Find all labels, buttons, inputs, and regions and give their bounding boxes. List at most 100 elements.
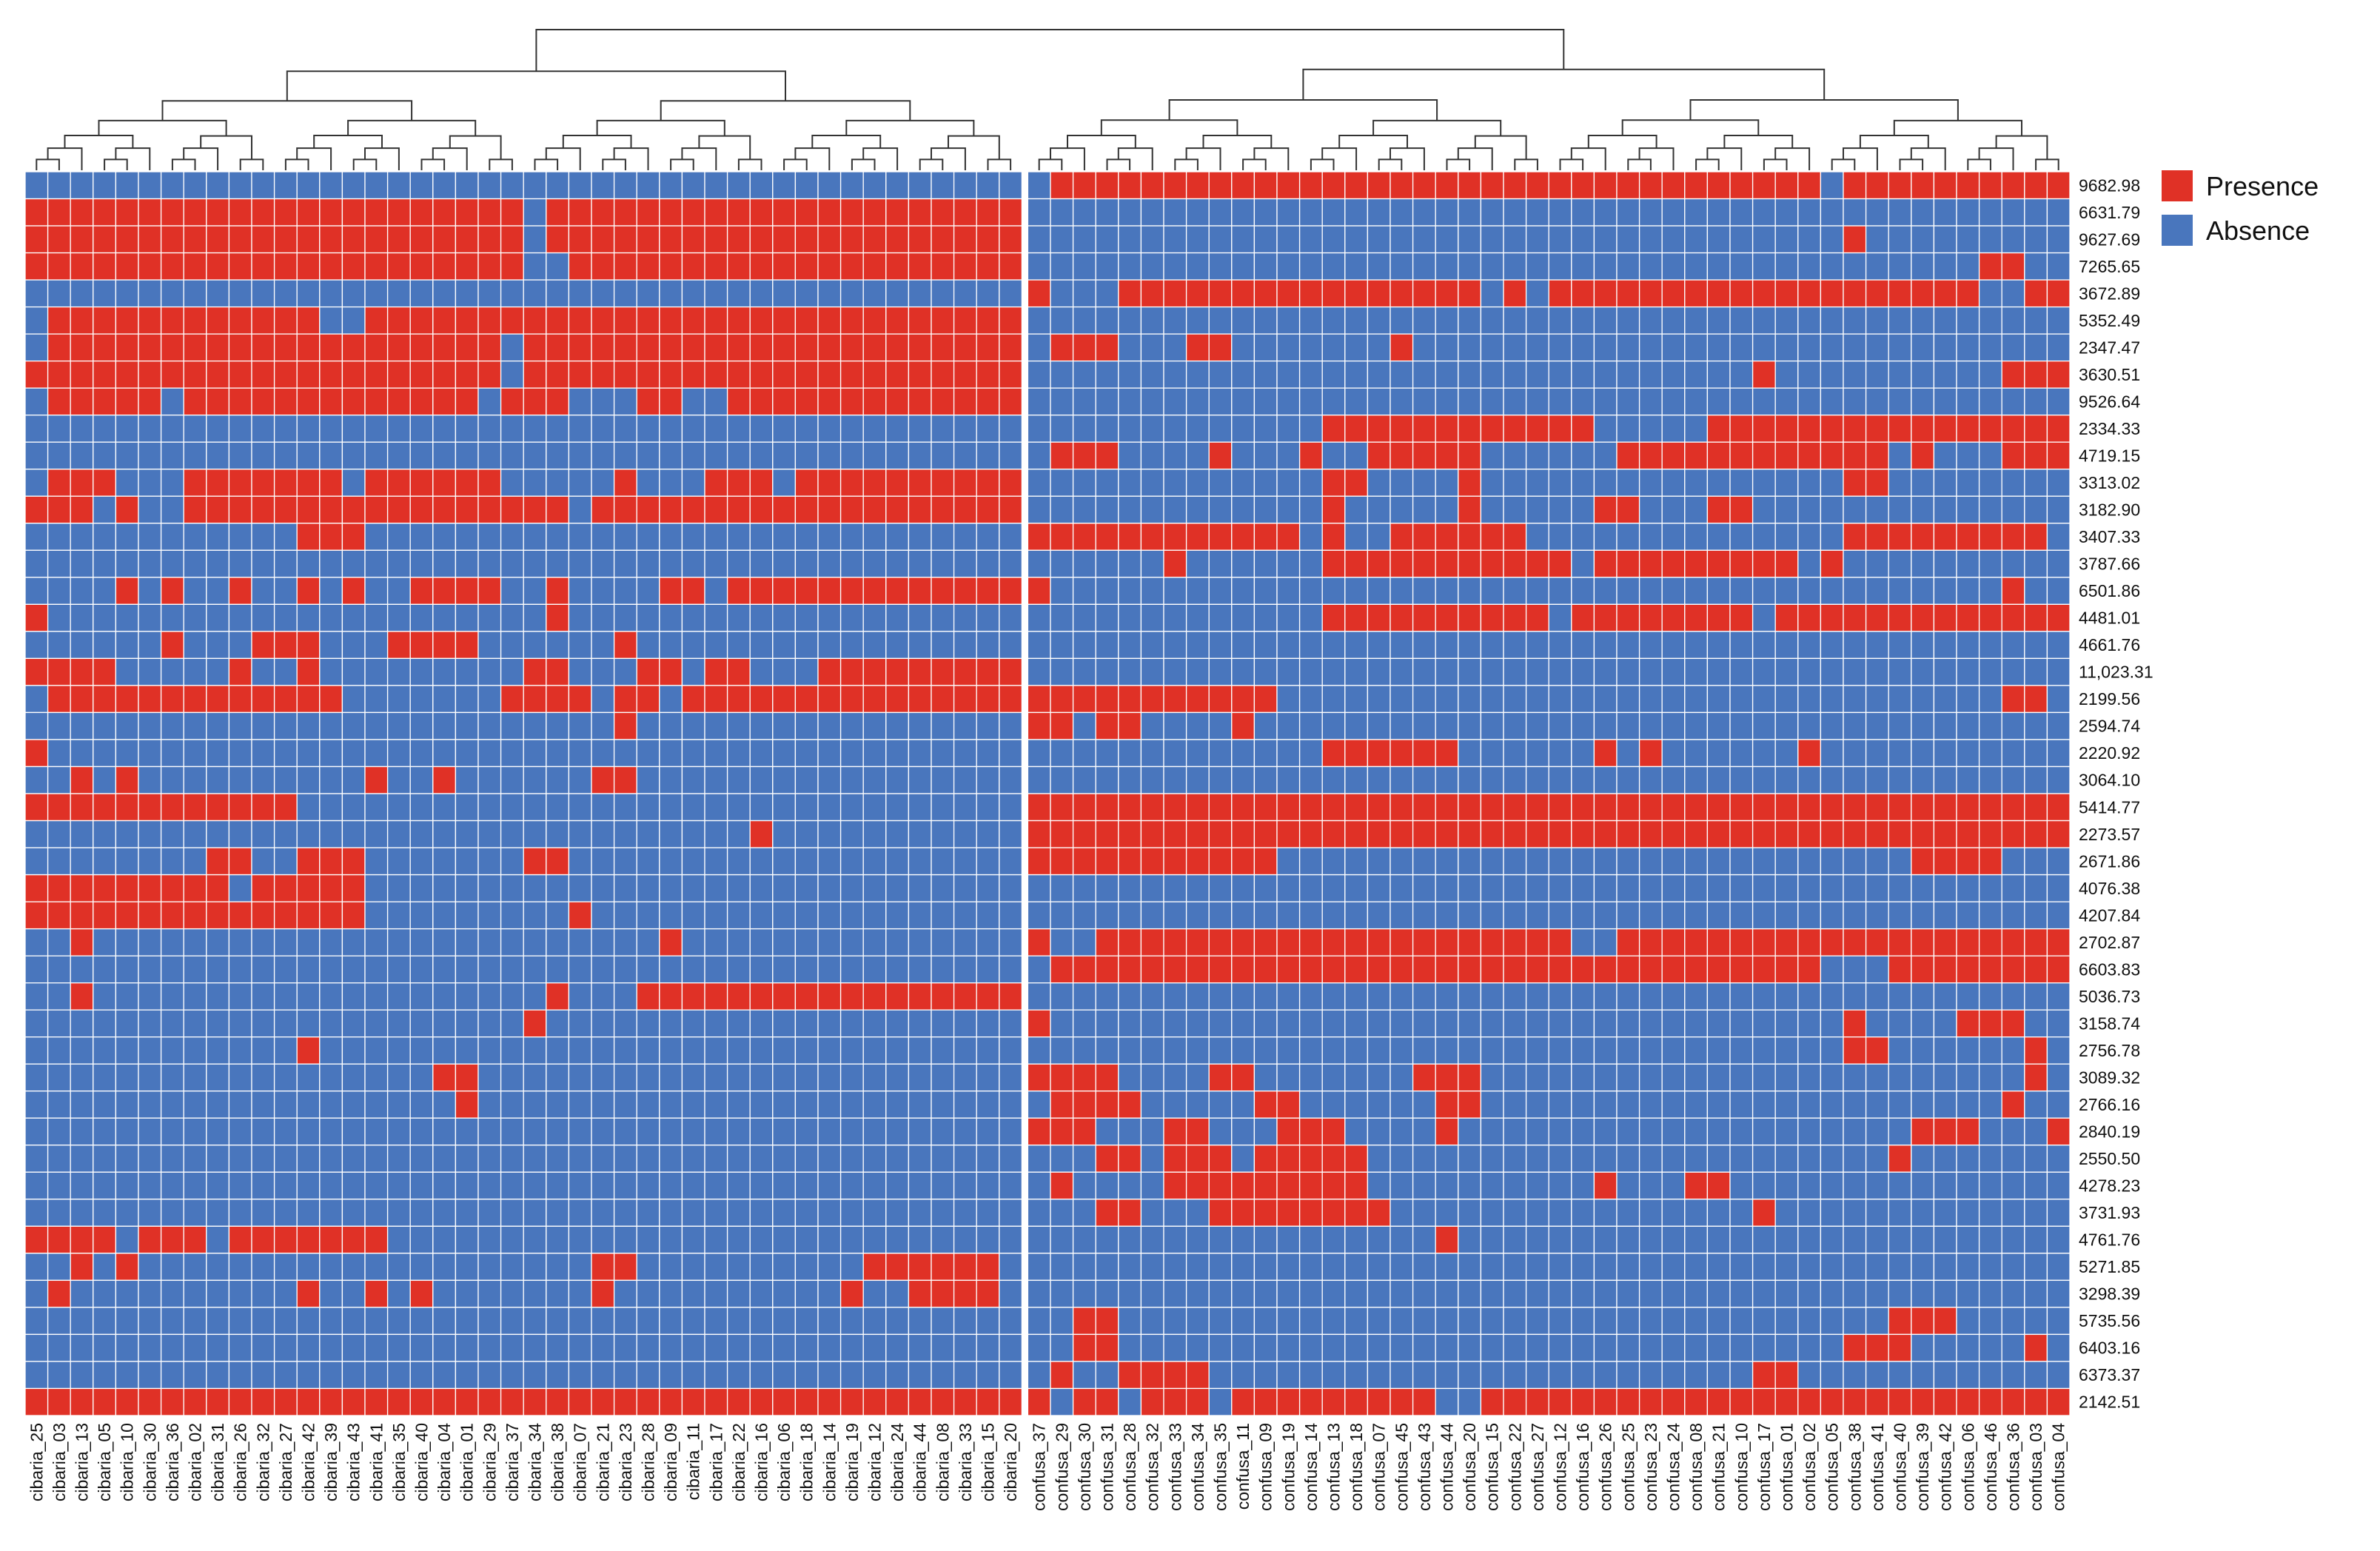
heatmap-cell: [1253, 1387, 1278, 1416]
heatmap-cell: [1911, 793, 1935, 822]
heatmap-cell: [1571, 847, 1595, 876]
heatmap-cell: [296, 603, 321, 632]
heatmap-cell: [409, 1387, 434, 1416]
heatmap-cell: [228, 847, 252, 876]
heatmap-cell: [1525, 549, 1549, 578]
heatmap-cell: [206, 657, 230, 686]
heatmap-cell: [1503, 1225, 1527, 1254]
heatmap-cell: [999, 982, 1023, 1011]
heatmap-cell: [1185, 1387, 1210, 1416]
heatmap-cell: [794, 279, 819, 308]
heatmap-cell: [1185, 955, 1210, 984]
heatmap-cell: [1774, 252, 1799, 281]
heatmap-cell: [1276, 469, 1301, 497]
heatmap-cell: [183, 955, 207, 984]
heatmap-cell: [1638, 1117, 1663, 1146]
heatmap-cell: [1684, 1333, 1709, 1362]
heatmap-cell: [1276, 766, 1301, 794]
heatmap-cell: [1231, 766, 1256, 794]
heatmap-cell: [885, 1361, 910, 1390]
heatmap-cell: [681, 252, 705, 281]
heatmap-cell: [839, 1361, 864, 1390]
heatmap-cell: [1185, 1036, 1210, 1065]
column-label: confusa_23: [1641, 1423, 1660, 1511]
heatmap-cell: [364, 1225, 389, 1254]
heatmap-cell: [931, 1279, 955, 1308]
heatmap-cell: [1843, 1091, 1867, 1119]
heatmap-cell: [1435, 1036, 1459, 1065]
heatmap-cell: [1412, 847, 1436, 876]
heatmap-cell: [70, 928, 94, 957]
heatmap-cell: [1072, 1091, 1096, 1119]
heatmap-cell: [1412, 739, 1436, 768]
heatmap-cell: [1911, 333, 1935, 362]
heatmap-cell: [839, 631, 864, 660]
heatmap-cell: [1684, 1253, 1709, 1282]
heatmap-cell: [1276, 1361, 1301, 1390]
heatmap-cell: [862, 523, 887, 551]
heatmap-cell: [839, 766, 864, 794]
heatmap-cell: [1027, 1063, 1051, 1092]
heatmap-cell: [228, 1333, 252, 1362]
heatmap-cell: [613, 603, 637, 632]
heatmap-cell: [364, 415, 389, 443]
heatmap-cell: [364, 901, 389, 930]
heatmap-cell: [839, 874, 864, 902]
heatmap-cell: [1638, 306, 1663, 335]
heatmap-cell: [319, 279, 343, 308]
heatmap-cell: [839, 1307, 864, 1336]
heatmap-cell: [1774, 171, 1799, 200]
heatmap-cell: [1865, 874, 1889, 902]
heatmap-cell: [1435, 1117, 1459, 1146]
heatmap-cell: [409, 360, 434, 389]
heatmap-cell: [1118, 279, 1142, 308]
heatmap-cell: [1480, 1117, 1504, 1146]
heatmap-cell: [1390, 387, 1414, 416]
heatmap-cell: [1638, 820, 1663, 848]
heatmap-cell: [1140, 1091, 1164, 1119]
heatmap-cell: [477, 252, 502, 281]
heatmap-cell: [1095, 252, 1119, 281]
heatmap-cell: [1638, 955, 1663, 984]
heatmap-cell: [93, 1117, 117, 1146]
heatmap-cell: [931, 577, 955, 606]
heatmap-cell: [455, 225, 479, 254]
heatmap-cell: [1118, 415, 1142, 443]
heatmap-cell: [681, 820, 705, 848]
heatmap-cell: [953, 252, 977, 281]
heatmap-cell: [1571, 874, 1595, 902]
heatmap-cell: [206, 523, 230, 551]
heatmap-cell: [1208, 793, 1233, 822]
heatmap-cell: [364, 657, 389, 686]
heatmap-cell: [1571, 1279, 1595, 1308]
heatmap-cell: [749, 225, 774, 254]
dendrogram-branch: [1689, 99, 1959, 121]
heatmap-cell: [591, 306, 615, 335]
heatmap-cell: [591, 739, 615, 768]
heatmap-cell: [1843, 333, 1867, 362]
heatmap-cell: [273, 360, 298, 389]
heatmap-cell: [862, 1307, 887, 1336]
heatmap-cell: [862, 793, 887, 822]
heatmap-cell: [681, 306, 705, 335]
heatmap-cell: [1390, 982, 1414, 1011]
heatmap-cell: [1525, 1171, 1549, 1200]
heatmap-cell: [681, 171, 705, 200]
heatmap-cell: [953, 1387, 977, 1416]
heatmap-cell: [1072, 1171, 1096, 1200]
heatmap-cell: [1956, 1361, 1980, 1390]
heatmap-cell: [1503, 685, 1527, 714]
heatmap-cell: [206, 928, 230, 957]
heatmap-cell: [523, 874, 547, 902]
heatmap-cell: [228, 631, 252, 660]
heatmap-cell: [500, 1307, 524, 1336]
heatmap-cell: [1661, 739, 1686, 768]
heatmap-cell: [1888, 549, 1912, 578]
heatmap-cell: [1298, 549, 1323, 578]
heatmap-cell: [1956, 1333, 1980, 1362]
heatmap-cell: [1797, 657, 1822, 686]
heatmap-cell: [1321, 1063, 1346, 1092]
heatmap-cell: [1390, 415, 1414, 443]
heatmap-cell: [931, 1361, 955, 1390]
heatmap-cell: [1911, 685, 1935, 714]
